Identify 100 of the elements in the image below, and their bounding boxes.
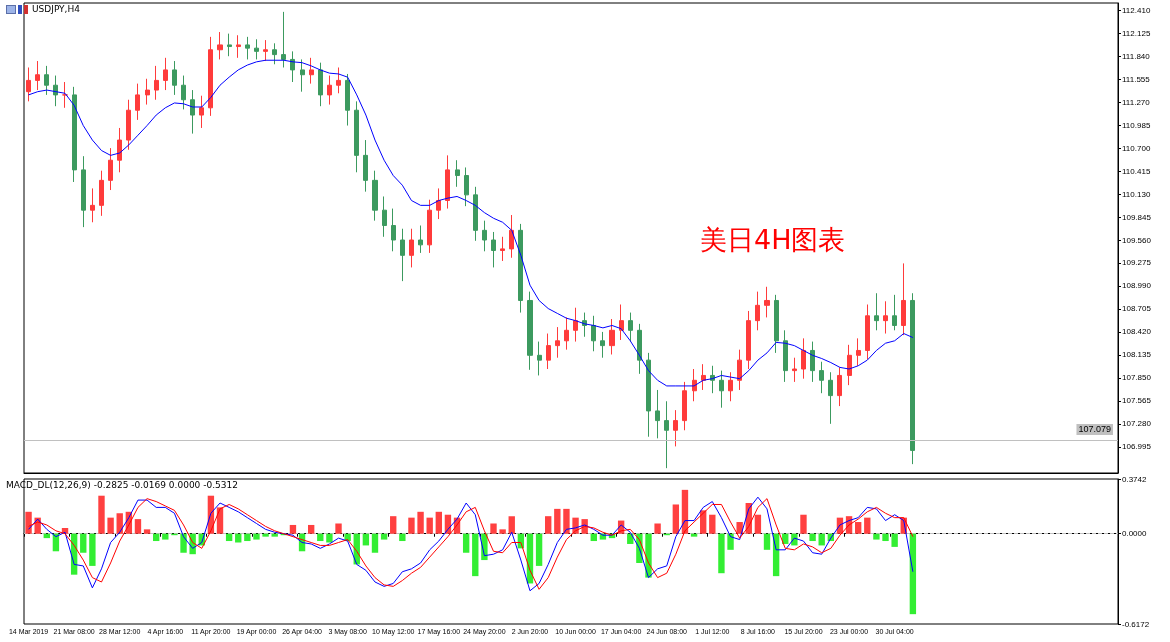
candlestick xyxy=(272,42,277,65)
candlestick xyxy=(910,292,915,465)
candlestick xyxy=(117,127,122,173)
candlestick xyxy=(673,409,678,447)
candlestick xyxy=(90,187,95,223)
candlestick xyxy=(26,66,31,102)
candlestick xyxy=(573,307,578,343)
ref-line-label: 107.079 xyxy=(1078,424,1111,435)
candlestick xyxy=(719,370,724,409)
candlestick xyxy=(135,83,140,121)
candlestick xyxy=(327,75,332,106)
bar xyxy=(426,517,433,534)
candlestick xyxy=(537,341,542,376)
candlestick xyxy=(564,316,569,351)
candlestick xyxy=(482,220,487,252)
bar xyxy=(390,516,397,534)
bar xyxy=(80,533,87,553)
bar xyxy=(718,533,725,574)
candlestick xyxy=(227,33,232,57)
bar xyxy=(399,533,406,542)
bar xyxy=(754,514,762,534)
y-tick-label: 108.705 xyxy=(1122,304,1152,314)
y-tick-label: 109.845 xyxy=(1122,212,1152,222)
bar xyxy=(864,517,871,534)
candlestick xyxy=(445,154,450,210)
candlestick xyxy=(290,50,295,83)
y-tick-label: 112.125 xyxy=(1122,28,1151,38)
candlestick xyxy=(62,81,68,109)
candlestick xyxy=(300,58,305,93)
candlestick xyxy=(400,228,405,282)
y-tick-label: 108.135 xyxy=(1122,350,1152,360)
candlestick xyxy=(774,294,779,354)
candlestick xyxy=(72,86,77,183)
y-tick-label: 0.3742 xyxy=(1122,474,1148,484)
candlestick xyxy=(646,352,651,438)
candlestick xyxy=(53,75,58,107)
candlestick xyxy=(664,400,669,469)
bar xyxy=(289,524,297,534)
candlestick xyxy=(199,95,204,129)
bar xyxy=(563,508,570,534)
y-tick-label: 107.280 xyxy=(1122,419,1152,429)
y-tick-label: 109.560 xyxy=(1122,235,1152,245)
bar xyxy=(535,533,543,566)
candlestick xyxy=(746,310,751,370)
candlestick xyxy=(555,326,560,359)
candlestick xyxy=(783,329,788,383)
candlestick xyxy=(865,304,870,360)
bar xyxy=(490,523,497,534)
bar xyxy=(244,533,251,542)
y-tick-label: 110.415 xyxy=(1122,166,1151,176)
bar xyxy=(508,516,515,534)
candlestick xyxy=(190,89,195,135)
candlestick xyxy=(792,357,797,383)
bar xyxy=(98,495,105,534)
candlestick xyxy=(81,155,86,228)
bar xyxy=(253,533,260,540)
candlestick xyxy=(500,236,505,262)
bar xyxy=(727,533,734,550)
bar xyxy=(262,533,269,537)
candlestick xyxy=(810,341,815,383)
candlestick xyxy=(847,344,852,386)
bar xyxy=(162,533,169,540)
bar xyxy=(408,517,415,534)
candlestick xyxy=(874,292,879,331)
candlestick xyxy=(382,195,387,238)
candlestick xyxy=(527,291,533,371)
candlestick xyxy=(764,286,770,318)
candlestick xyxy=(363,139,368,193)
y-tick-label: 110.985 xyxy=(1122,120,1151,130)
candlestick xyxy=(609,318,615,355)
candlestick xyxy=(509,214,514,259)
candlestick xyxy=(755,291,760,331)
chart-title: USDJPY,H4 xyxy=(32,3,81,14)
y-tick-label: 108.990 xyxy=(1122,281,1152,291)
chart-title: MACD_DL(12,26,9) -0.2825 -0.0169 0.0000 -0.5312 xyxy=(6,479,238,490)
candlestick xyxy=(336,66,341,94)
candlestick xyxy=(619,304,624,341)
candlestick xyxy=(418,225,423,254)
y-tick-label: 109.275 xyxy=(1122,258,1152,268)
candlestick xyxy=(181,75,186,110)
bar xyxy=(690,533,698,537)
bar xyxy=(417,511,424,534)
y-tick-label: 107.850 xyxy=(1122,373,1152,383)
candlestick xyxy=(728,371,733,402)
candlestick xyxy=(518,223,523,314)
candlestick xyxy=(801,337,806,380)
bar xyxy=(89,533,96,566)
candlestick xyxy=(145,78,150,106)
candlestick xyxy=(391,208,396,252)
bar xyxy=(472,533,479,577)
candlestick xyxy=(217,31,223,60)
y-tick-label: 0.0000 xyxy=(1122,529,1148,539)
candlestick xyxy=(172,60,177,96)
bar xyxy=(891,533,898,547)
y-tick-label: 111.840 xyxy=(1122,51,1151,61)
candlestick xyxy=(628,312,633,343)
bar xyxy=(371,533,379,553)
y-tick-label: 108.420 xyxy=(1122,327,1152,337)
candlestick xyxy=(436,187,441,220)
bar xyxy=(809,533,816,542)
